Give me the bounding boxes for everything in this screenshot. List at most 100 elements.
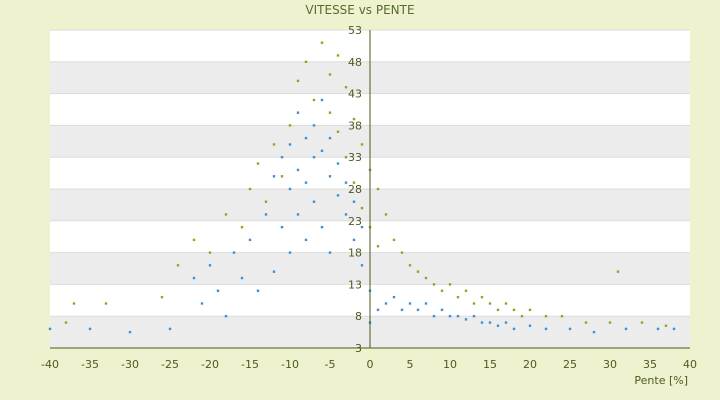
x-tick-label: -35 [81,358,99,371]
scatter-point [256,162,260,165]
x-tick-label: 15 [483,358,497,371]
scatter-point [160,295,164,299]
scatter-point [288,251,292,254]
scatter-point [48,327,52,331]
x-tick-label: 25 [563,358,577,371]
scatter-point [488,321,492,324]
scatter-point [248,238,252,242]
scatter-point [192,238,196,242]
x-tick-label: 5 [407,358,414,371]
scatter-point [360,206,364,210]
y-tick-label: 18 [348,247,362,260]
scatter-point [272,175,276,178]
scatter-point [432,315,436,318]
scatter-point [544,315,548,318]
y-tick-label: 48 [348,56,362,69]
scatter-point [296,79,300,83]
scatter-point [168,327,172,331]
scatter-point [496,308,500,312]
scatter-point [464,318,468,321]
scatter-point [448,283,452,286]
scatter-point [192,276,196,280]
scatter-point [488,302,492,305]
scatter-point [480,321,484,324]
scatter-point [344,181,348,184]
scatter-point [472,302,476,305]
scatter-point [664,324,668,327]
scatter-point [432,283,436,286]
scatter-point [272,143,276,146]
scatter-point [272,270,276,273]
scatter-point [320,149,324,153]
scatter-point [320,225,324,229]
scatter-point [448,315,452,318]
scatter-point [352,181,356,184]
scatter-point [296,168,300,172]
x-tick-label: 10 [443,358,457,371]
x-tick-label: -40 [41,358,59,371]
scatter-point [176,264,180,267]
y-tick-label: 43 [348,88,362,101]
scatter-point [296,213,300,216]
scatter-point [328,251,332,254]
axes [50,30,690,349]
scatter-point [440,289,444,292]
scatter-point [224,213,228,216]
y-tick-label: 33 [348,151,362,164]
scatter-point [520,315,524,318]
x-tick-label: 40 [683,358,697,371]
scatter-point [568,327,572,331]
scatter-point [360,225,364,229]
scatter-point [456,295,460,299]
scatter-point [232,251,236,254]
scatter-point [280,225,284,229]
scatter-point [376,245,380,248]
scatter-point [512,308,516,312]
scatter-point [584,321,588,324]
scatter-point [304,136,308,140]
scatter-point [376,308,380,312]
scatter-point [256,289,260,292]
scatter-point [336,130,340,133]
scatter-point [376,187,380,191]
scatter-point [544,327,548,331]
scatter-point [128,330,132,334]
scatter-point [504,302,508,305]
scatter-point [328,111,332,114]
scatter-point [240,225,244,229]
y-tick-label: 28 [348,183,362,196]
scatter-point [624,327,628,331]
scatter-point [208,251,212,254]
scatter-point [88,327,92,331]
scatter-point [312,200,316,203]
scatter-point [528,308,532,312]
scatter-point [560,315,564,318]
x-tick-label: 0 [367,358,374,371]
scatter-point [616,270,620,273]
x-tick-label: 35 [643,358,657,371]
scatter-point [424,302,428,305]
x-tick-label: -25 [161,358,179,371]
scatter-point [208,264,212,267]
scatter-point [320,98,324,102]
x-tick-label: -15 [241,358,259,371]
scatter-point [280,156,284,159]
scatter-point [352,238,356,242]
scatter-point [504,321,508,324]
scatter-point [304,60,308,63]
scatter-point [592,330,596,334]
scatter-point [216,289,220,292]
y-tick-label: 8 [355,310,362,323]
scatter-point [496,324,500,327]
scatter-point [328,175,332,178]
scatter-point [360,143,364,146]
scatter-point [416,308,420,312]
scatter-point [344,213,348,216]
scatter-point [408,302,412,305]
x-tick-label: 20 [523,358,537,371]
scatter-point [280,175,284,178]
scatter-point [336,162,340,165]
scatter-point [640,321,644,324]
scatter-point [224,315,228,318]
